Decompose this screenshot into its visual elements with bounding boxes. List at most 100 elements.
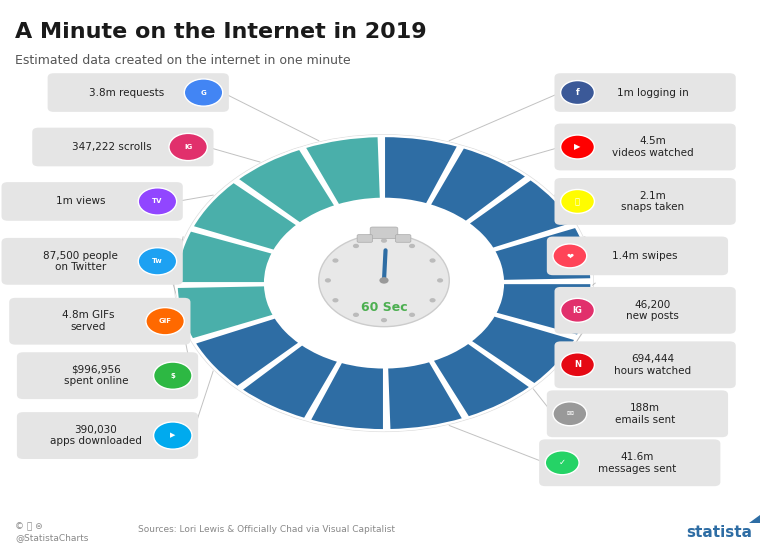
FancyBboxPatch shape (396, 235, 411, 242)
Wedge shape (387, 361, 463, 430)
Circle shape (169, 133, 207, 161)
Text: TV: TV (152, 199, 163, 205)
Circle shape (138, 188, 177, 215)
Text: N: N (574, 360, 581, 369)
Text: Sources: Lori Lewis & Officially Chad via Visual Capitalist: Sources: Lori Lewis & Officially Chad vi… (138, 525, 396, 534)
Circle shape (409, 313, 415, 317)
Circle shape (553, 402, 587, 426)
Text: f: f (576, 88, 579, 97)
Text: 1m views: 1m views (56, 196, 105, 206)
Circle shape (409, 244, 415, 248)
Text: 👻: 👻 (575, 197, 580, 206)
Circle shape (184, 79, 223, 106)
Wedge shape (384, 136, 458, 205)
Text: 390,030
apps downloaded: 390,030 apps downloaded (50, 425, 142, 446)
Text: 3.8m requests: 3.8m requests (89, 88, 164, 97)
Text: 4.5m
videos watched: 4.5m videos watched (612, 136, 694, 158)
Text: ▶: ▶ (170, 433, 175, 439)
Polygon shape (749, 515, 760, 523)
Text: 1m logging in: 1m logging in (617, 88, 689, 97)
Text: IG: IG (573, 306, 582, 315)
FancyBboxPatch shape (2, 238, 183, 285)
Text: 347,222 scrolls: 347,222 scrolls (71, 142, 151, 152)
Text: G: G (200, 90, 207, 96)
Circle shape (154, 422, 192, 449)
FancyBboxPatch shape (539, 439, 720, 486)
Wedge shape (237, 149, 336, 223)
Text: ✉: ✉ (566, 409, 574, 418)
Circle shape (325, 278, 331, 283)
Text: IG: IG (184, 144, 192, 150)
Wedge shape (494, 227, 591, 281)
FancyBboxPatch shape (554, 341, 736, 388)
FancyBboxPatch shape (32, 127, 214, 166)
Wedge shape (468, 179, 574, 249)
Text: 188m
emails sent: 188m emails sent (615, 403, 675, 424)
Text: 2.1m
snaps taken: 2.1m snaps taken (621, 191, 684, 212)
Text: Tw: Tw (152, 258, 163, 264)
FancyBboxPatch shape (547, 391, 728, 437)
FancyBboxPatch shape (9, 298, 190, 345)
Text: 4.8m GIFs
served: 4.8m GIFs served (62, 311, 114, 332)
FancyBboxPatch shape (357, 235, 372, 242)
FancyBboxPatch shape (370, 227, 398, 238)
Text: 41.6m
messages sent: 41.6m messages sent (598, 452, 677, 474)
Circle shape (561, 353, 594, 377)
Text: ▶: ▶ (574, 143, 581, 152)
FancyBboxPatch shape (17, 352, 198, 399)
Circle shape (265, 199, 503, 368)
Wedge shape (177, 286, 274, 339)
Text: GIF: GIF (159, 318, 171, 324)
Wedge shape (429, 147, 527, 222)
FancyBboxPatch shape (48, 73, 229, 112)
Text: statista: statista (687, 525, 753, 540)
Circle shape (429, 298, 435, 302)
FancyBboxPatch shape (554, 287, 736, 334)
Circle shape (561, 189, 594, 213)
Wedge shape (241, 344, 339, 419)
Wedge shape (310, 362, 384, 430)
Text: ✓: ✓ (558, 458, 566, 467)
Wedge shape (495, 283, 591, 336)
Wedge shape (305, 136, 381, 205)
Wedge shape (432, 343, 531, 417)
Circle shape (381, 238, 387, 243)
Circle shape (353, 244, 359, 248)
Text: 60 Sec: 60 Sec (361, 301, 407, 314)
Wedge shape (193, 182, 298, 251)
Text: $996,956
spent online: $996,956 spent online (64, 365, 128, 387)
Text: 87,500 people
on Twitter: 87,500 people on Twitter (43, 251, 118, 272)
Circle shape (353, 313, 359, 317)
Text: A Minute on the Internet in 2019: A Minute on the Internet in 2019 (15, 22, 427, 42)
Wedge shape (470, 316, 575, 385)
Text: 1.4m swipes: 1.4m swipes (612, 251, 678, 261)
Circle shape (138, 248, 177, 275)
Text: 46,200
new posts: 46,200 new posts (627, 300, 679, 321)
FancyBboxPatch shape (2, 182, 183, 221)
Circle shape (333, 258, 339, 263)
Circle shape (319, 234, 449, 327)
Circle shape (437, 278, 443, 283)
FancyBboxPatch shape (554, 178, 736, 225)
Wedge shape (194, 317, 300, 387)
Text: 694,444
hours watched: 694,444 hours watched (614, 354, 691, 376)
FancyBboxPatch shape (554, 124, 736, 171)
Circle shape (553, 244, 587, 268)
Circle shape (561, 135, 594, 159)
Circle shape (545, 451, 579, 475)
Text: Estimated data created on the internet in one minute: Estimated data created on the internet i… (15, 55, 351, 67)
Circle shape (379, 277, 389, 284)
Text: © ⓘ ⊜
@StatistaCharts: © ⓘ ⊜ @StatistaCharts (15, 523, 89, 542)
Circle shape (561, 298, 594, 322)
Circle shape (429, 258, 435, 263)
Text: $: $ (170, 373, 175, 379)
FancyBboxPatch shape (17, 412, 198, 459)
Circle shape (154, 362, 192, 389)
Circle shape (333, 298, 339, 302)
Wedge shape (177, 230, 273, 283)
Circle shape (381, 318, 387, 322)
FancyBboxPatch shape (554, 73, 736, 112)
Circle shape (561, 80, 594, 104)
Circle shape (146, 307, 184, 335)
FancyBboxPatch shape (547, 236, 728, 275)
